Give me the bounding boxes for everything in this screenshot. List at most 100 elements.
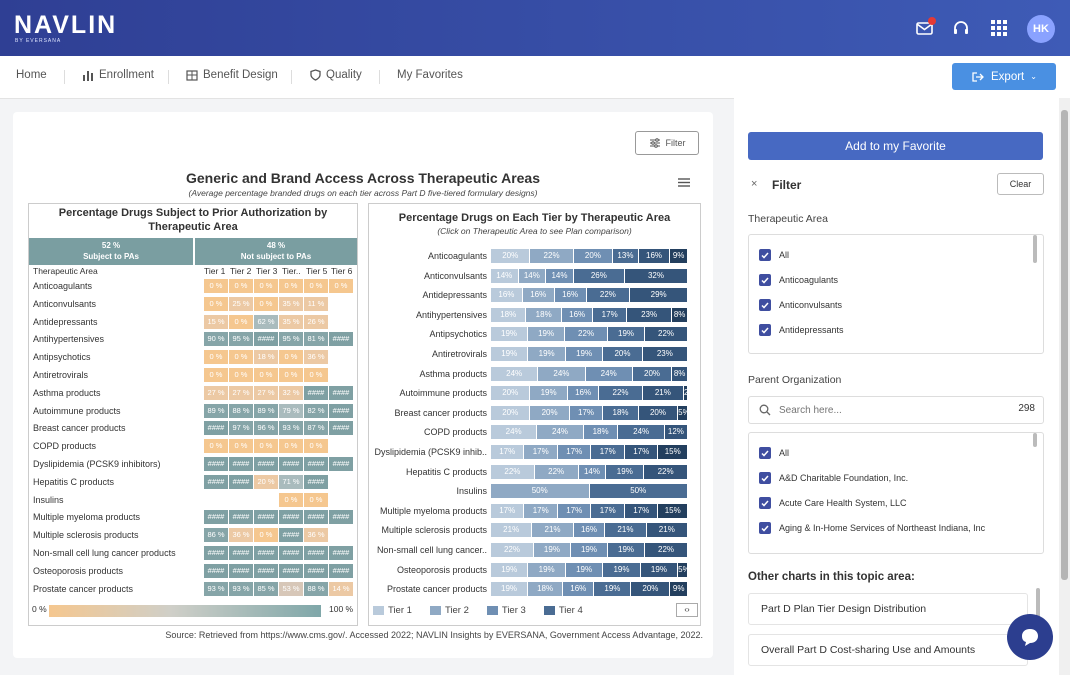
bar-segment[interactable]: 22% — [530, 249, 573, 263]
bar-segment[interactable]: 9% — [670, 249, 687, 263]
parent-search-input[interactable] — [777, 401, 981, 419]
other-charts-scrollbar[interactable] — [1036, 588, 1040, 618]
bar-segment[interactable]: 26% — [573, 268, 624, 283]
bar-segment[interactable]: 16% — [573, 523, 605, 538]
bar-segment[interactable]: 17% — [591, 503, 624, 518]
bar-segment[interactable]: 18% — [528, 582, 563, 597]
bar-segment[interactable]: 24% — [538, 366, 585, 381]
bar-segment[interactable]: 29% — [630, 288, 687, 303]
category-label[interactable]: Anticoagulants — [427, 251, 487, 261]
bar-segment[interactable]: 17% — [557, 445, 591, 459]
category-label[interactable]: Antihypertensives — [415, 309, 487, 320]
headset-icon[interactable] — [950, 17, 972, 39]
clear-button[interactable]: Clear — [997, 173, 1044, 195]
other-chart-link[interactable]: Overall Part D Cost-sharing Use and Amou… — [748, 634, 1028, 666]
bar-segment[interactable]: 22% — [565, 327, 608, 342]
bar-segment[interactable]: 23% — [626, 307, 672, 322]
bar-segment[interactable]: 16% — [491, 288, 522, 303]
category-label[interactable]: Insulins — [456, 486, 487, 497]
bar-segment[interactable]: 18% — [583, 425, 618, 440]
bar-segment[interactable]: 19% — [608, 543, 645, 557]
category-label[interactable]: Prostate cancer products — [386, 584, 487, 595]
mail-icon[interactable] — [914, 17, 936, 39]
bar-segment[interactable]: 22% — [491, 464, 534, 479]
category-label[interactable]: Antidepressants — [422, 290, 487, 301]
bar-segment[interactable]: 5% — [678, 562, 687, 577]
bar-segment[interactable]: 22% — [599, 386, 642, 401]
bar-segment[interactable]: 12% — [664, 425, 687, 440]
bar-segment[interactable]: 19% — [491, 347, 528, 361]
bar-segment[interactable]: 20% — [491, 386, 530, 401]
bar-segment[interactable]: 17% — [524, 445, 557, 459]
bar-segment[interactable]: 19% — [528, 562, 565, 577]
bar-segment[interactable]: 16% — [554, 288, 586, 303]
checkbox-option[interactable]: All — [759, 249, 789, 261]
category-label[interactable]: Dyslipidemia (PCSK9 inhib.. — [374, 447, 487, 457]
bar-segment[interactable]: 19% — [565, 562, 603, 577]
bar-segment[interactable]: 15% — [658, 503, 687, 518]
bar-segment[interactable]: 24% — [585, 366, 632, 381]
checkbox-option[interactable]: All — [759, 447, 789, 459]
bar-segment[interactable]: 16% — [561, 307, 593, 322]
bar-segment[interactable]: 8% — [672, 307, 687, 322]
legend-pager-arrows[interactable]: ‹› — [676, 603, 698, 617]
bar-segment[interactable]: 20% — [491, 405, 530, 420]
bar-segment[interactable]: 19% — [528, 327, 565, 342]
bar-segment[interactable]: 8% — [672, 366, 687, 381]
bar-segment[interactable]: 17% — [591, 445, 624, 459]
bar-segment[interactable]: 24% — [537, 425, 583, 440]
bar-segment[interactable]: 5% — [678, 405, 687, 420]
bar-segment[interactable]: 14% — [578, 464, 606, 479]
bar-segment[interactable]: 17% — [593, 307, 626, 322]
category-label[interactable]: Asthma products — [419, 368, 487, 379]
category-label[interactable]: Autoimmune products — [399, 388, 487, 399]
bar-segment[interactable]: 19% — [491, 562, 528, 577]
bar-segment[interactable]: 19% — [533, 543, 570, 557]
checkbox-option[interactable]: Anticonvulsants — [759, 299, 842, 311]
bar-segment[interactable]: 24% — [491, 425, 537, 440]
bar-segment[interactable]: 16% — [563, 582, 594, 597]
nav-quality[interactable]: Quality — [310, 69, 362, 81]
chat-button[interactable] — [1007, 614, 1053, 660]
bar-segment[interactable]: 24% — [618, 425, 664, 440]
bar-segment[interactable]: 17% — [557, 503, 591, 518]
bar-segment[interactable]: 17% — [491, 503, 524, 518]
bar-segment[interactable]: 20% — [631, 582, 670, 597]
bar-segment[interactable]: 23% — [642, 347, 687, 361]
bar-segment[interactable]: 50% — [491, 484, 589, 499]
page-scrollbar[interactable] — [1059, 98, 1070, 675]
bar-segment[interactable]: 19% — [565, 347, 603, 361]
bar-segment[interactable]: 50% — [589, 484, 687, 499]
bar-segment[interactable]: 17% — [624, 503, 658, 518]
bar-segment[interactable]: 17% — [569, 405, 603, 420]
list-scrollbar[interactable] — [1033, 433, 1037, 447]
checkbox-option[interactable]: Anticoagulants — [759, 274, 838, 286]
bar-segment[interactable]: 22% — [534, 464, 578, 479]
checkbox-option[interactable]: Aging & In-Home Services of Northeast In… — [759, 522, 985, 534]
page-scrollbar-thumb[interactable] — [1061, 110, 1068, 580]
bar-segment[interactable]: 19% — [491, 327, 528, 342]
category-label[interactable]: Antiretrovirals — [431, 349, 487, 359]
bar-segment[interactable]: 32% — [624, 268, 687, 283]
checkbox-option[interactable]: Acute Care Health System, LLC — [759, 497, 907, 509]
bar-segment[interactable]: 19% — [530, 386, 567, 401]
bar-segment[interactable]: 15% — [658, 445, 687, 459]
list-scrollbar[interactable] — [1033, 235, 1037, 263]
bar-segment[interactable]: 22% — [644, 464, 687, 479]
bar-segment[interactable]: 17% — [524, 503, 557, 518]
bar-segment[interactable]: 24% — [491, 366, 538, 381]
apps-grid-icon[interactable] — [988, 17, 1010, 39]
other-chart-link[interactable]: Part D Plan Tier Design Distribution — [748, 593, 1028, 625]
bar-segment[interactable]: 22% — [645, 327, 687, 342]
bar-segment[interactable]: 21% — [605, 523, 646, 538]
bar-segment[interactable]: 20% — [573, 249, 613, 263]
checkbox-option[interactable]: A&D Charitable Foundation, Inc. — [759, 472, 908, 484]
bar-segment[interactable]: 20% — [638, 405, 678, 420]
bar-segment[interactable]: 16% — [522, 288, 554, 303]
bar-segment[interactable]: 21% — [642, 386, 684, 401]
bar-segment[interactable]: 17% — [624, 445, 658, 459]
bar-segment[interactable]: 22% — [586, 288, 630, 303]
therapeutic-area-list[interactable]: All Anticoagulants Anticonvulsants Antid… — [748, 234, 1044, 354]
close-icon[interactable]: × — [751, 178, 758, 190]
parent-organization-list[interactable]: All A&D Charitable Foundation, Inc. Acut… — [748, 432, 1044, 554]
